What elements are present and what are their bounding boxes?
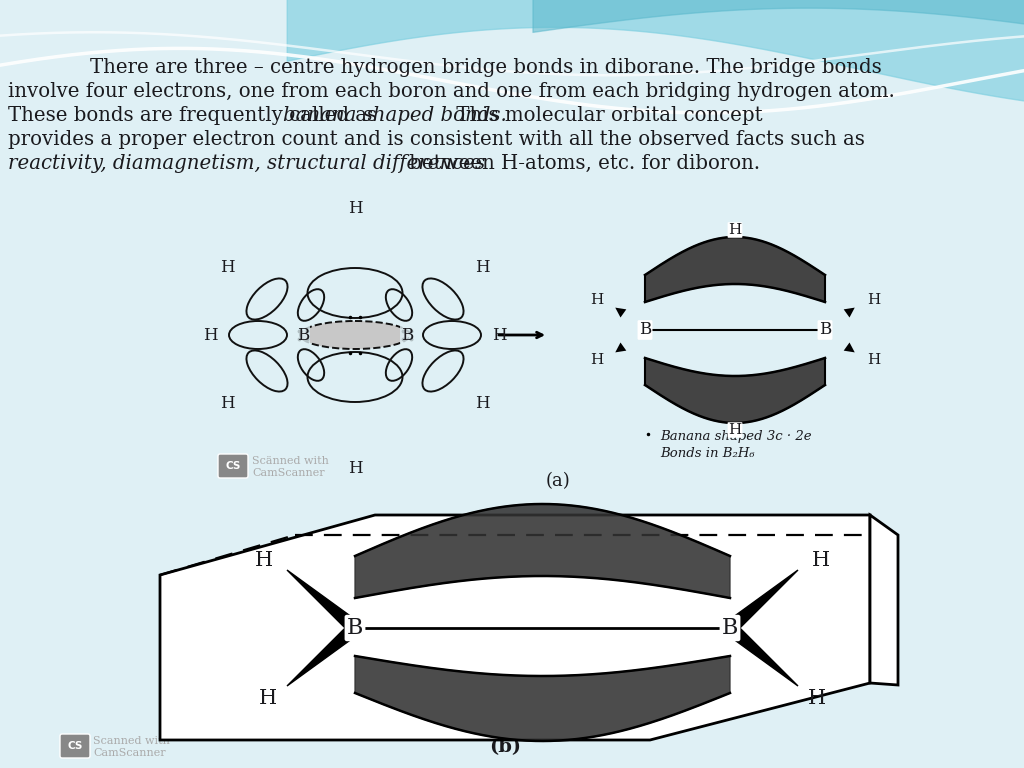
Text: B: B bbox=[819, 322, 831, 339]
Text: H: H bbox=[475, 259, 489, 276]
Text: H: H bbox=[728, 423, 741, 437]
Text: H: H bbox=[590, 353, 603, 367]
Text: CS: CS bbox=[225, 461, 241, 471]
Text: H: H bbox=[220, 259, 234, 276]
Polygon shape bbox=[645, 358, 825, 423]
Text: banana shaped bonds.: banana shaped bonds. bbox=[283, 106, 507, 125]
Text: CS: CS bbox=[68, 741, 83, 751]
Text: Banana shaped 3c · 2e: Banana shaped 3c · 2e bbox=[660, 430, 812, 443]
Text: H: H bbox=[220, 395, 234, 412]
Text: reactivity, diamagnetism, structural differences: reactivity, diamagnetism, structural dif… bbox=[8, 154, 485, 173]
Polygon shape bbox=[287, 570, 359, 634]
Text: B: B bbox=[297, 326, 309, 343]
Text: between H-atoms, etc. for diboron.: between H-atoms, etc. for diboron. bbox=[403, 154, 760, 173]
Text: H: H bbox=[492, 326, 507, 343]
Text: H: H bbox=[867, 353, 881, 367]
Text: B: B bbox=[722, 617, 738, 639]
Text: provides a proper electron count and is consistent with all the observed facts s: provides a proper electron count and is … bbox=[8, 130, 865, 149]
Text: H: H bbox=[808, 688, 826, 707]
Polygon shape bbox=[355, 656, 730, 741]
Text: involve four electrons, one from each boron and one from each bridging hydrogen : involve four electrons, one from each bo… bbox=[8, 82, 895, 101]
Text: H: H bbox=[867, 293, 881, 307]
Text: There are three – centre hydrogen bridge bonds in diborane. The bridge bonds: There are three – centre hydrogen bridge… bbox=[90, 58, 882, 77]
FancyBboxPatch shape bbox=[218, 454, 248, 478]
Ellipse shape bbox=[300, 321, 410, 349]
Polygon shape bbox=[287, 623, 359, 686]
Polygon shape bbox=[645, 237, 825, 302]
Text: H: H bbox=[812, 551, 830, 570]
Polygon shape bbox=[355, 504, 730, 598]
Text: B: B bbox=[347, 617, 364, 639]
Polygon shape bbox=[725, 570, 798, 634]
Text: H: H bbox=[475, 395, 489, 412]
Text: H: H bbox=[204, 326, 218, 343]
Text: These bonds are frequently called as: These bonds are frequently called as bbox=[8, 106, 383, 125]
Text: (a): (a) bbox=[546, 472, 570, 490]
Text: H: H bbox=[348, 460, 362, 477]
Text: (b): (b) bbox=[489, 738, 521, 756]
FancyBboxPatch shape bbox=[60, 734, 90, 758]
Text: H: H bbox=[255, 551, 273, 570]
Text: H: H bbox=[590, 293, 603, 307]
Text: Scänned with
CamScanner: Scänned with CamScanner bbox=[252, 456, 329, 478]
Text: Bonds in B₂H₆: Bonds in B₂H₆ bbox=[660, 447, 755, 460]
Text: H: H bbox=[259, 688, 278, 707]
Text: B: B bbox=[639, 322, 651, 339]
Text: H: H bbox=[348, 200, 362, 217]
Polygon shape bbox=[160, 515, 870, 740]
Text: Scanned with
CamScanner: Scanned with CamScanner bbox=[93, 736, 170, 757]
Polygon shape bbox=[725, 623, 798, 686]
Text: H: H bbox=[728, 223, 741, 237]
Text: This molecular orbital concept: This molecular orbital concept bbox=[450, 106, 763, 125]
Text: B: B bbox=[400, 326, 413, 343]
Polygon shape bbox=[870, 515, 898, 685]
